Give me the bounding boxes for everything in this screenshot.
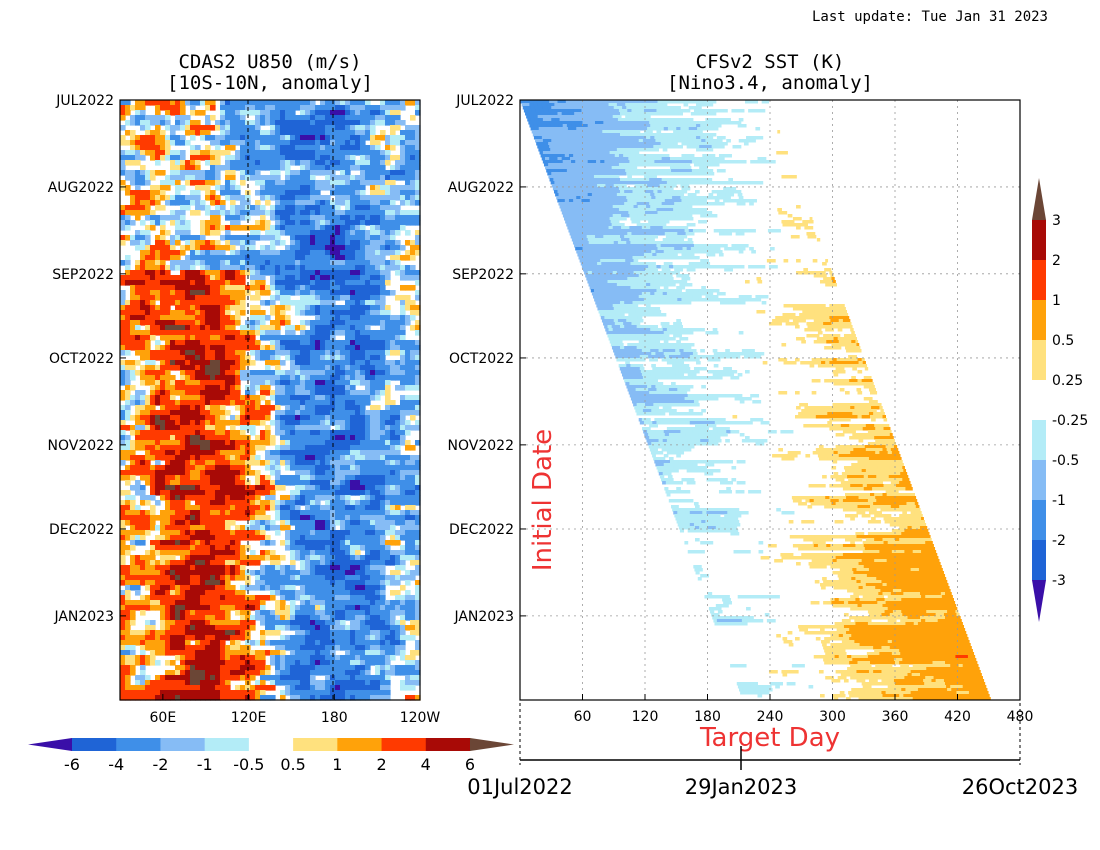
right-ylabel: Initial Date <box>528 429 558 571</box>
vcolorbar-arrow-high <box>1032 178 1046 220</box>
right-colorbar: -3 -2 -1 -0.5 -0.25 0.25 0.5 1 2 3 <box>1032 178 1088 622</box>
left-ytick-label: DEC2022 <box>49 522 114 538</box>
colorbar-label: -2 <box>152 755 168 774</box>
right-ytick-label: DEC2022 <box>449 522 514 538</box>
vcolorbar-swatch <box>1032 500 1046 541</box>
colorbar-label: -0.5 <box>233 755 264 774</box>
right-ytick-label: JAN2023 <box>453 609 514 625</box>
right-ytick-label: AUG2022 <box>448 180 514 196</box>
left-xtick-label: 180 <box>321 710 348 726</box>
right-subtitle: [Nino3.4, anomaly] <box>667 72 873 94</box>
left-ytick-label: OCT2022 <box>49 351 114 367</box>
left-title: CDAS2 U850 (m/s) <box>178 51 361 73</box>
right-y-axis: JUL2022 AUG2022 SEP2022 OCT2022 NOV2022 DEC20… <box>448 93 526 625</box>
left-ytick-label: SEP2022 <box>52 267 114 283</box>
right-xtick-label: 180 <box>694 709 721 725</box>
vcolorbar-swatch <box>1032 260 1046 301</box>
last-update-text: Last update: Tue Jan 31 2023 <box>812 9 1048 25</box>
vcolorbar-swatch <box>1032 220 1046 261</box>
right-ytick-label: SEP2022 <box>452 267 514 283</box>
right-xlabel: Target Day <box>699 723 840 753</box>
right-ytick-label: JUL2022 <box>455 93 514 109</box>
vcolorbar-swatch <box>1032 300 1046 341</box>
vcolorbar-label: -1 <box>1052 493 1066 509</box>
left-ytick-label: JAN2023 <box>53 609 114 625</box>
vcolorbar-label: 2 <box>1052 253 1061 269</box>
vcolorbar-label: 0.5 <box>1052 333 1074 349</box>
right-heatmap <box>519 99 1021 701</box>
left-y-axis: JUL2022 AUG2022 SEP2022 OCT2022 NOV2022 DEC20… <box>48 93 126 625</box>
right-title: CFSv2 SST (K) <box>696 51 845 73</box>
left-plot-frame <box>119 99 421 701</box>
left-colorbar: -6 -4 -2 -1 -0.5 0.5 1 2 4 6 <box>28 738 514 774</box>
colorbar-swatch <box>72 738 117 751</box>
right-xtick-label: 60 <box>574 709 592 725</box>
colorbar-label: 4 <box>421 755 431 774</box>
right-x-axis: 60 120 180 240 300 360 420 480 <box>574 694 1033 725</box>
right-xtick-label: 300 <box>819 709 846 725</box>
colorbar-arrow-high <box>470 738 514 751</box>
colorbar-swatch <box>248 738 294 751</box>
vcolorbar-label: -3 <box>1052 573 1066 589</box>
colorbar-label: 6 <box>465 755 475 774</box>
vcolorbar-label: -0.5 <box>1052 453 1079 469</box>
left-ytick-label: AUG2022 <box>48 180 114 196</box>
vcolorbar-swatch <box>1032 380 1046 421</box>
date-label-mid: 29Jan2023 <box>685 775 798 799</box>
colorbar-label: 0.5 <box>280 755 305 774</box>
vcolorbar-label: 0.25 <box>1052 373 1083 389</box>
date-label-end: 26Oct2023 <box>962 775 1078 799</box>
colorbar-swatch <box>381 738 427 751</box>
right-xtick-label: 420 <box>944 709 971 725</box>
vcolorbar-swatch <box>1032 420 1046 461</box>
left-subtitle: [10S-10N, anomaly] <box>167 72 373 94</box>
left-ytick-label: NOV2022 <box>48 438 114 454</box>
colorbar-swatch <box>160 738 206 751</box>
colorbar-label: 1 <box>332 755 342 774</box>
colorbar-swatch <box>116 738 161 751</box>
colorbar-label: -1 <box>197 755 213 774</box>
vcolorbar-swatch <box>1032 540 1046 581</box>
left-xtick-label: 60E <box>150 710 177 726</box>
left-xtick-label: 120W <box>400 710 441 726</box>
colorbar-label: 2 <box>376 755 386 774</box>
left-x-axis: 60E 120E 180 120W <box>150 694 441 726</box>
colorbar-swatch <box>293 738 338 751</box>
vcolorbar-label: 1 <box>1052 293 1061 309</box>
vcolorbar-label: -2 <box>1052 533 1066 549</box>
left-ytick-label: JUL2022 <box>55 93 114 109</box>
right-ytick-label: NOV2022 <box>448 438 514 454</box>
vcolorbar-label: 3 <box>1052 213 1061 229</box>
left-xtick-label: 120E <box>231 710 267 726</box>
right-xtick-label: 360 <box>882 709 909 725</box>
vcolorbar-swatch <box>1032 340 1046 381</box>
colorbar-label: -6 <box>64 755 80 774</box>
right-xtick-label: 240 <box>757 709 784 725</box>
colorbar-arrow-low <box>28 738 72 751</box>
right-ytick-label: OCT2022 <box>449 351 514 367</box>
date-axis <box>519 703 1021 770</box>
vcolorbar-label: -0.25 <box>1052 413 1088 429</box>
vcolorbar-arrow-low <box>1032 580 1046 622</box>
colorbar-swatch <box>204 738 250 751</box>
date-label-start: 01Jul2022 <box>467 775 573 799</box>
vcolorbar-swatch <box>1032 460 1046 501</box>
right-xtick-label: 120 <box>632 709 659 725</box>
colorbar-label: -4 <box>108 755 124 774</box>
colorbar-swatch <box>337 738 383 751</box>
colorbar-swatch <box>425 738 471 751</box>
left-heatmap <box>119 99 421 701</box>
